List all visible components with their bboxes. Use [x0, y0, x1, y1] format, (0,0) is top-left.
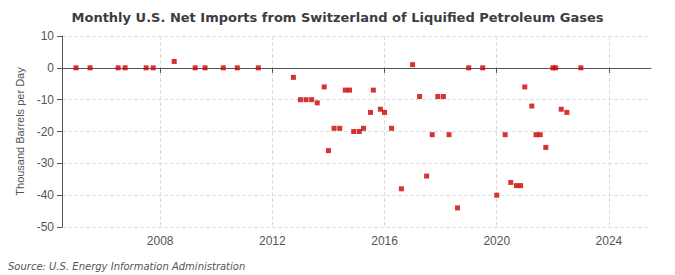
- svg-text:2024: 2024: [596, 234, 623, 248]
- svg-text:-10: -10: [37, 93, 55, 107]
- svg-text:2020: 2020: [483, 234, 510, 248]
- svg-text:2016: 2016: [371, 234, 398, 248]
- svg-text:-30: -30: [37, 156, 55, 170]
- svg-text:2008: 2008: [147, 234, 174, 248]
- svg-text:10: 10: [41, 29, 55, 43]
- svg-text:-20: -20: [37, 125, 55, 139]
- svg-text:Source: U.S. Energy Informatio: Source: U.S. Energy Information Administ…: [8, 261, 245, 272]
- svg-text:Thousand Barrels per Day: Thousand Barrels per Day: [14, 67, 26, 196]
- svg-text:-50: -50: [37, 220, 55, 234]
- svg-text:Monthly U.S. Net Imports from: Monthly U.S. Net Imports from Switzerlan…: [72, 10, 604, 25]
- svg-text:2012: 2012: [259, 234, 286, 248]
- svg-text:0: 0: [47, 61, 54, 75]
- svg-text:-40: -40: [37, 188, 55, 202]
